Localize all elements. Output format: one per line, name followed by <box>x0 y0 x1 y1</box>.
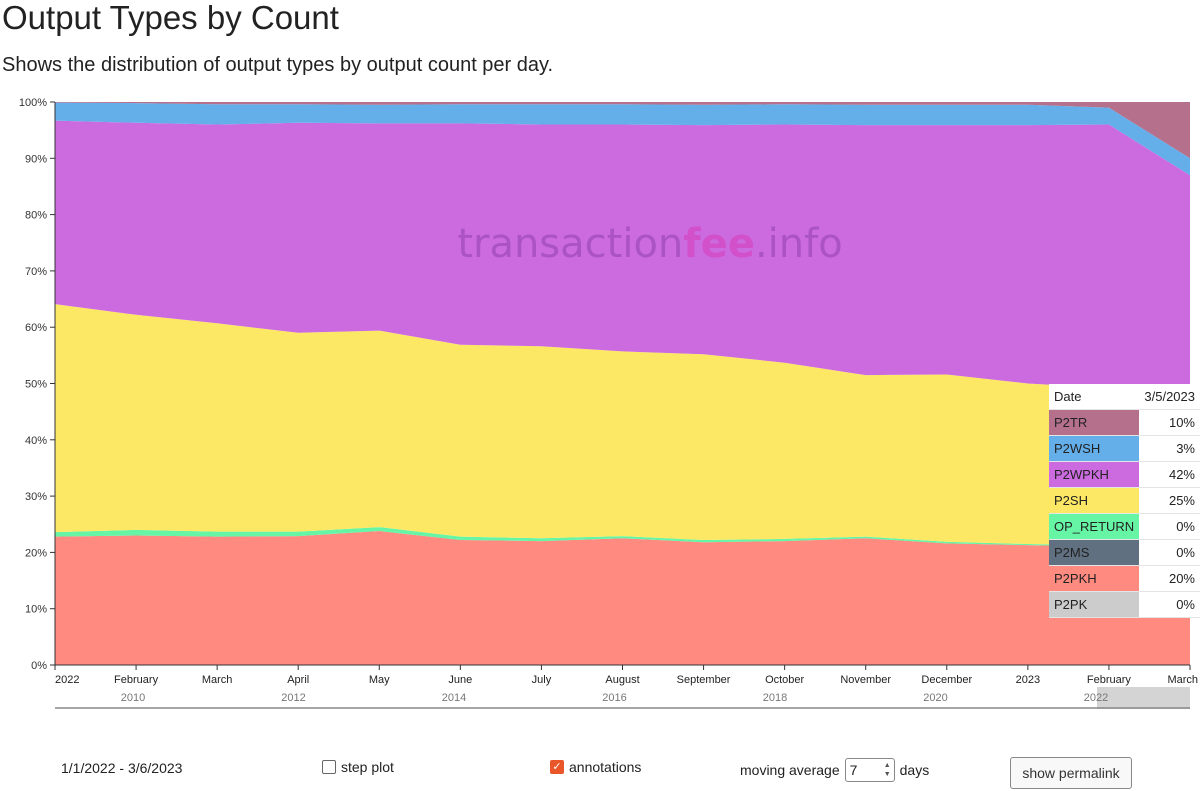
tooltip-series-name: P2PKH <box>1049 565 1140 592</box>
x-tick-label: September <box>677 674 731 686</box>
annotations-check-icon[interactable]: ✓ <box>550 760 564 774</box>
x-tick-label: 2023 <box>1016 674 1040 686</box>
navigator-tick-label: 2016 <box>602 692 626 704</box>
tooltip-date-value: 3/5/2023 <box>1139 384 1200 410</box>
x-tick-label: May <box>369 674 390 686</box>
days-label: days <box>899 762 930 778</box>
y-tick-label: 30% <box>25 491 47 503</box>
y-tick-label: 0% <box>31 660 47 672</box>
x-tick-label: June <box>448 674 472 686</box>
watermark-part-2: fee <box>683 221 755 267</box>
tooltip-series-value: 0% <box>1139 539 1200 566</box>
moving-average-label: moving average <box>740 762 840 778</box>
y-axis: 0% 10% 20% 30% 40% 50% 60% 70% 80% 90% 100% <box>19 97 56 672</box>
tooltip-series-name: OP_RETURN <box>1049 513 1140 540</box>
range-navigator: 2010 2012 2014 2016 2018 2020 2022 <box>55 687 1190 709</box>
watermark: transactionfee.info <box>457 221 842 267</box>
x-tick-label: October <box>765 674 804 686</box>
chart-areas <box>55 102 1190 665</box>
y-tick-label: 70% <box>25 266 47 278</box>
tooltip-row: P2PK 0% <box>1049 591 1200 618</box>
tooltip-date-row: Date 3/5/2023 <box>1049 384 1200 410</box>
tooltip-series-value: 25% <box>1139 487 1200 514</box>
page-title: Output Types by Count <box>2 0 339 36</box>
date-range-text: 1/1/2022 - 3/6/2023 <box>61 760 183 776</box>
moving-average-control: moving average 7 ▲ ▼ days <box>740 758 929 782</box>
tooltip-series-name: P2PK <box>1049 591 1140 618</box>
x-tick-label: March <box>1167 674 1198 686</box>
y-tick-label: 60% <box>25 322 47 334</box>
watermark-part-3: .info <box>755 221 843 267</box>
navigator-tick-label: 2020 <box>923 692 947 704</box>
tooltip-series-name: P2MS <box>1049 539 1140 566</box>
moving-average-input[interactable]: 7 ▲ ▼ <box>844 758 895 782</box>
x-tick-label: April <box>287 674 309 686</box>
y-tick-label: 20% <box>25 547 47 559</box>
tooltip-series-value: 42% <box>1139 461 1200 488</box>
output-types-chart[interactable]: 0% 10% 20% 30% 40% 50% 60% 70% 80% 90% 100% 2022 Fe… <box>0 90 1200 720</box>
navigator-tick-label: 2014 <box>442 692 466 704</box>
show-permalink-button[interactable]: show permalink <box>1010 757 1132 789</box>
tooltip-series-value: 0% <box>1139 591 1200 618</box>
tooltip-row: P2PKH 20% <box>1049 565 1200 592</box>
tooltip-series-value: 10% <box>1139 409 1200 436</box>
step-plot-checkbox-box[interactable] <box>322 760 336 774</box>
x-tick-label: 2022 <box>55 674 79 686</box>
y-tick-label: 50% <box>25 379 47 391</box>
area-p2wpkh[interactable] <box>55 120 1190 411</box>
y-tick-label: 80% <box>25 210 47 222</box>
tooltip-series-value: 0% <box>1139 513 1200 540</box>
x-tick-label: March <box>202 674 233 686</box>
tooltip-series-name: P2SH <box>1049 487 1140 514</box>
tooltip-row: P2MS 0% <box>1049 539 1200 566</box>
area-p2pkh[interactable] <box>55 531 1190 665</box>
navigator-tick-label: 2012 <box>281 692 305 704</box>
tooltip-row: P2SH 25% <box>1049 487 1200 514</box>
tooltip-row: P2WSH 3% <box>1049 435 1200 462</box>
y-tick-label: 10% <box>25 604 47 616</box>
x-tick-label: February <box>114 674 159 686</box>
navigator-tick-label: 2010 <box>121 692 145 704</box>
chart-controls: 1/1/2022 - 3/6/2023 step plot ✓ annotati… <box>0 740 1200 791</box>
watermark-part-1: transaction <box>457 221 683 267</box>
tooltip-series-value: 3% <box>1139 435 1200 462</box>
navigator-tick-label: 2022 <box>1084 692 1108 704</box>
y-tick-label: 100% <box>19 97 47 109</box>
tooltip-series-name: P2WPKH <box>1049 461 1140 488</box>
navigator-selection-handle[interactable] <box>1097 687 1190 709</box>
area-op-return[interactable] <box>55 527 1190 553</box>
x-axis: 2022 February March April May June July August S… <box>54 664 1198 686</box>
y-tick-label: 40% <box>25 435 47 447</box>
step-plot-label: step plot <box>341 759 394 775</box>
moving-average-value[interactable]: 7 <box>849 762 858 778</box>
area-p2sh[interactable] <box>55 304 1190 552</box>
tooltip-row: OP_RETURN 0% <box>1049 513 1200 540</box>
annotations-checkbox[interactable]: ✓ annotations <box>550 759 641 775</box>
tooltip-series-name: P2WSH <box>1049 435 1140 462</box>
step-plot-checkbox[interactable]: step plot <box>322 759 394 775</box>
x-tick-label: July <box>532 674 552 686</box>
x-tick-label: August <box>605 674 639 686</box>
y-tick-label: 90% <box>25 153 47 165</box>
x-tick-label: November <box>840 674 891 686</box>
page-subtitle: Shows the distribution of output types b… <box>2 54 554 76</box>
tooltip-row: P2TR 10% <box>1049 409 1200 436</box>
area-p2wsh[interactable] <box>55 102 1190 176</box>
x-tick-label: December <box>921 674 972 686</box>
spinner-arrows-icon[interactable]: ▲ ▼ <box>883 762 891 778</box>
x-tick-label: February <box>1087 674 1132 686</box>
tooltip-row: P2WPKH 42% <box>1049 461 1200 488</box>
navigator-tick-label: 2018 <box>763 692 787 704</box>
tooltip-date-label: Date <box>1049 384 1140 410</box>
annotations-label: annotations <box>569 759 642 775</box>
hover-tooltip: Date 3/5/2023 P2TR 10% P2WSH 3% P2WPKH 42% P2S… <box>1049 384 1200 618</box>
tooltip-series-name: P2TR <box>1049 409 1140 436</box>
tooltip-series-value: 20% <box>1139 565 1200 592</box>
